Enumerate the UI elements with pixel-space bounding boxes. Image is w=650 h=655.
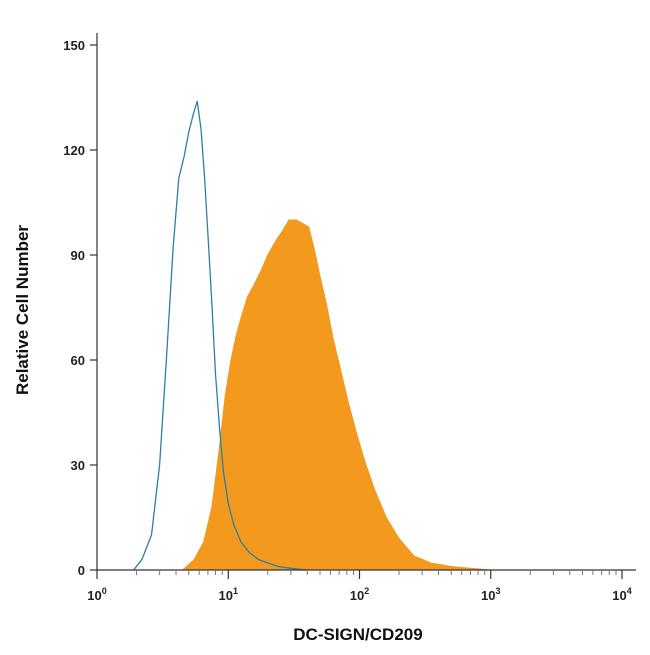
y-tick-label: 150 [63,38,85,53]
x-tick-label: 102 [350,586,369,603]
histogram-outline-series [133,100,308,571]
x-tick-label: 100 [87,586,106,603]
axes-layer [90,33,636,579]
labels-layer: 0 30 60 90 120 150 100 101 102 103 104 [63,38,631,603]
y-tick-label: 120 [63,143,85,158]
y-tick-label: 60 [71,353,85,368]
x-axis-title: DC-SIGN/CD209 [293,625,422,644]
y-tick-label: 90 [71,248,85,263]
x-tick-label: 101 [219,586,238,603]
x-tick-label: 103 [481,586,500,603]
series-layer [133,100,491,571]
y-tick-label: 0 [78,563,85,578]
y-tick-label: 30 [71,458,85,473]
x-tick-label: 104 [612,586,631,603]
histogram-filled-series [181,219,491,571]
y-axis-title: Relative Cell Number [13,225,32,395]
